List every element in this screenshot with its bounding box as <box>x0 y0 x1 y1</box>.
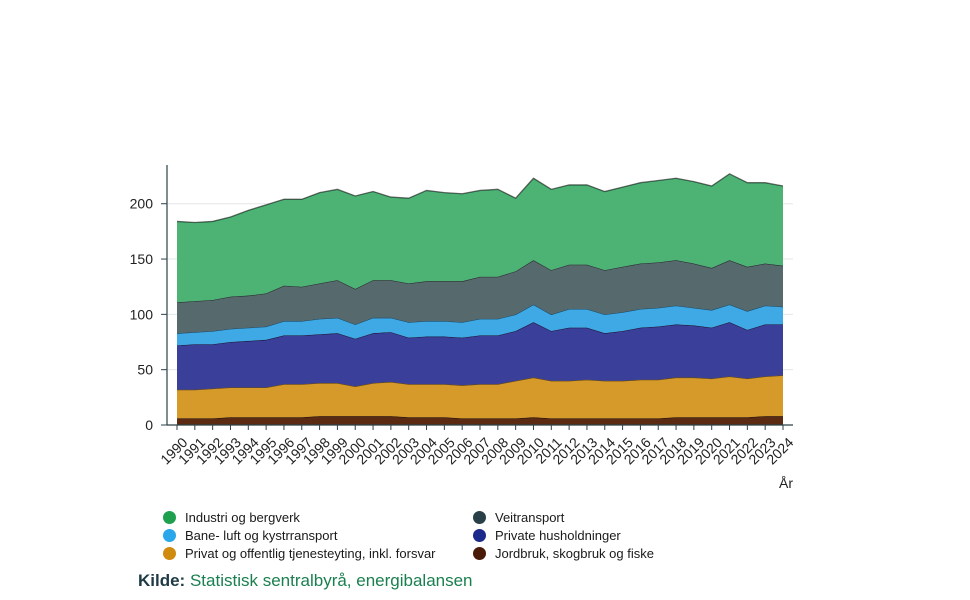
legend-swatch-private-husholdninger <box>473 529 486 542</box>
y-tick-label-0: 0 <box>145 417 153 433</box>
y-tick-label-100: 100 <box>130 306 154 322</box>
area-bane-luft-og-kystrransport <box>177 304 783 346</box>
legend-swatch-industri <box>163 511 176 524</box>
legend-label-private-husholdninger: Private husholdninger <box>495 528 621 543</box>
y-tick-labels: 0 50 100 150 200 <box>130 196 167 433</box>
legend-label-industri: Industri og bergverk <box>185 510 300 525</box>
legend-item-private-husholdninger: Private husholdninger <box>473 527 723 544</box>
area-edge-industri-og-bergverk <box>176 173 784 224</box>
legend-label-bane-luft-kyst: Bane- luft og kystrransport <box>185 528 338 543</box>
area-series <box>176 173 784 425</box>
y-tick-label-50: 50 <box>137 362 153 378</box>
legend-item-tjenesteyting: Privat og offentlig tjenesteyting, inkl.… <box>163 545 473 562</box>
area-industri-og-bergverk <box>177 173 783 303</box>
source-text: Statistisk sentralbyrå, energibalansen <box>189 571 473 590</box>
legend-swatch-jordbruk <box>473 547 486 560</box>
y-tick-label-200: 200 <box>130 196 154 212</box>
legend-label-tjenesteyting: Privat og offentlig tjenesteyting, inkl.… <box>185 546 436 561</box>
legend-item-jordbruk: Jordbruk, skogbruk og fiske <box>473 545 723 562</box>
x-tick-labels: 1990199119921993199419951996199719981999… <box>157 425 797 468</box>
x-axis-title: År <box>779 475 793 491</box>
source-note: Kilde: Statistisk sentralbyrå, energibal… <box>138 571 473 591</box>
legend-swatch-bane-luft-kyst <box>163 529 176 542</box>
legend-label-veitransport: Veitransport <box>495 510 565 525</box>
legend-label-jordbruk: Jordbruk, skogbruk og fiske <box>495 546 654 561</box>
area-privat-og-offentlig-tjenesteyting-inkl-forsvar <box>177 375 783 419</box>
legend-item-industri: Industri og bergverk <box>163 509 473 526</box>
legend-swatch-tjenesteyting <box>163 547 176 560</box>
legend-item-veitransport: Veitransport <box>473 509 723 526</box>
chart-legend: Industri og bergverk Veitransport Bane- … <box>163 509 723 562</box>
area-private-husholdninger <box>177 322 783 390</box>
area-veitransport <box>177 260 783 334</box>
y-tick-label-150: 150 <box>130 251 154 267</box>
stacked-area-chart: 0 50 100 150 200 199019911992199319941995199… <box>130 165 797 491</box>
source-prefix: Kilde: <box>138 571 186 590</box>
legend-swatch-veitransport <box>473 511 486 524</box>
legend-item-bane-luft-kyst: Bane- luft og kystrransport <box>163 527 473 544</box>
